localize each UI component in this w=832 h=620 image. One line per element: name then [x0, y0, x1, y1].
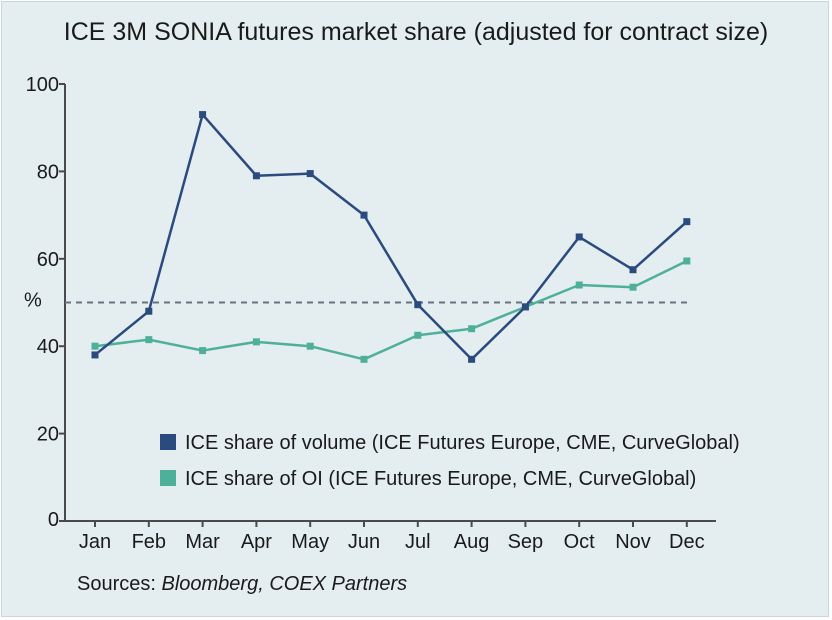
chart-title: ICE 3M SONIA futures market share (adjus… — [63, 18, 769, 46]
y-axis-ticks: 0 20 40 60 80 100 — [26, 74, 65, 531]
x-tick-label: Jan — [79, 531, 111, 553]
data-point-oi — [252, 338, 260, 346]
y-tick-label: 80 — [37, 161, 59, 183]
data-point-oi — [306, 342, 314, 350]
data-point-volume — [683, 218, 691, 226]
data-point-volume — [252, 172, 260, 180]
data-point-volume — [414, 301, 422, 309]
series-layer — [91, 111, 691, 363]
data-point-volume — [199, 111, 207, 119]
data-point-volume — [629, 266, 637, 274]
x-tick-label: Nov — [615, 531, 651, 553]
x-tick-label: Apr — [241, 531, 272, 553]
x-tick-label: May — [291, 531, 329, 553]
x-tick-label: Mar — [185, 531, 220, 553]
x-tick-label: Jul — [405, 531, 431, 553]
data-point-oi — [629, 283, 637, 291]
data-point-oi — [414, 331, 422, 339]
y-axis-label: % — [24, 290, 42, 312]
legend-swatch-volume — [160, 434, 176, 450]
x-tick-label: Sep — [508, 531, 544, 553]
data-point-oi — [683, 257, 691, 265]
data-point-volume — [575, 233, 583, 241]
y-tick-label: 60 — [37, 249, 59, 271]
data-point-volume — [468, 355, 476, 363]
x-axis-ticks: Jan Feb Mar Apr May Jun Jul Aug Sep Oct Nov Dec — [79, 521, 705, 553]
legend-label-volume: ICE share of volume (ICE Futures Europe,… — [185, 432, 740, 454]
x-tick-label: Aug — [454, 531, 490, 553]
x-tick-label: Dec — [669, 531, 705, 553]
source-note: Sources: Bloomberg, COEX Partners — [77, 573, 407, 596]
y-tick-label: 100 — [26, 74, 59, 96]
y-tick-label: 40 — [37, 336, 59, 358]
data-point-oi — [360, 355, 368, 363]
series-line-volume — [94, 113, 688, 361]
data-point-oi — [575, 281, 583, 289]
source-names: Bloomberg, COEX Partners — [161, 573, 408, 595]
source-prefix: Sources: — [77, 573, 162, 595]
data-point-oi — [468, 325, 476, 333]
data-point-volume — [91, 351, 99, 359]
data-point-volume — [306, 170, 314, 178]
x-tick-label: Feb — [132, 531, 166, 553]
data-point-volume — [360, 211, 368, 219]
legend-label-oi: ICE share of OI (ICE Futures Europe, CME… — [185, 468, 696, 490]
legend-swatch-oi — [160, 470, 176, 486]
y-tick-label: 0 — [48, 509, 59, 531]
data-point-oi — [145, 336, 153, 344]
data-point-volume — [145, 307, 153, 315]
legend: ICE share of volume (ICE Futures Europe,… — [160, 432, 740, 490]
data-point-oi — [91, 342, 99, 350]
x-tick-label: Jun — [348, 531, 380, 553]
y-tick-label: 20 — [37, 424, 59, 446]
series-line-oi — [94, 259, 688, 361]
data-point-volume — [521, 303, 529, 311]
data-point-oi — [199, 347, 207, 355]
x-tick-label: Oct — [564, 531, 596, 553]
